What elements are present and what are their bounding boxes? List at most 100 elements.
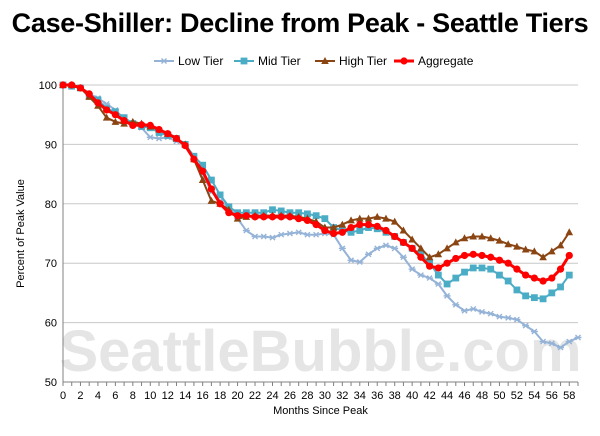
data-point-low-tier — [504, 314, 512, 321]
data-point-aggregate — [556, 265, 565, 273]
data-point-mid-tier — [216, 191, 224, 199]
marker-stroke — [252, 233, 259, 240]
x-tick-label: 44 — [441, 390, 453, 402]
data-point-aggregate — [565, 251, 573, 260]
data-point-mid-tier — [530, 294, 538, 302]
data-point-low-tier — [312, 231, 320, 238]
data-point-high-tier — [486, 234, 495, 242]
data-point-low-tier — [513, 316, 521, 323]
x-tick-label: 6 — [112, 390, 118, 402]
x-tick-label: 2 — [77, 390, 83, 402]
data-point-aggregate — [321, 226, 329, 235]
marker-stroke — [548, 340, 555, 347]
x-tick-label: 20 — [231, 390, 243, 402]
marker-stroke — [487, 310, 494, 317]
data-point-aggregate — [233, 212, 242, 220]
data-point-low-tier — [382, 242, 390, 249]
x-tick-label: 38 — [389, 390, 401, 402]
legend-marker — [400, 57, 408, 65]
data-point-low-tier — [478, 308, 486, 315]
x-tick-label: 54 — [528, 390, 540, 402]
data-point-high-tier — [355, 214, 364, 222]
data-point-aggregate — [111, 111, 119, 119]
series-line-high-tier — [63, 84, 571, 259]
x-tick-label: 52 — [511, 390, 523, 402]
data-point-aggregate — [164, 130, 172, 138]
data-point-low-tier — [286, 230, 294, 237]
data-point-low-tier — [417, 272, 425, 279]
marker-stroke — [374, 245, 381, 252]
data-point-mid-tier — [522, 292, 530, 300]
data-point-high-tier — [338, 220, 347, 228]
x-tick-label: 4 — [95, 390, 101, 402]
data-point-high-tier — [373, 212, 382, 220]
data-point-low-tier — [373, 245, 381, 252]
x-tick-label: 14 — [179, 390, 191, 402]
data-point-aggregate — [172, 134, 181, 143]
data-point-high-tier — [425, 253, 434, 261]
marker-stroke — [260, 233, 267, 240]
legend-marker — [240, 57, 248, 65]
x-tick-label: 34 — [354, 390, 366, 402]
data-point-mid-tier — [565, 271, 573, 279]
data-point-mid-tier — [478, 264, 486, 272]
legend-item-aggregate: Aggregate — [394, 54, 474, 68]
data-point-low-tier — [356, 259, 364, 266]
series-layer — [59, 81, 582, 351]
data-point-high-tier — [513, 242, 521, 250]
data-point-low-tier — [391, 245, 399, 252]
data-point-aggregate — [155, 125, 163, 134]
data-point-mid-tier — [295, 209, 303, 217]
x-tick-label: 40 — [406, 390, 418, 402]
data-point-aggregate — [59, 81, 67, 89]
marker-stroke — [557, 344, 564, 351]
marker-stroke — [513, 316, 520, 323]
data-point-high-tier — [390, 217, 399, 225]
marker-stroke — [348, 257, 355, 264]
data-point-high-tier — [364, 214, 373, 222]
data-point-aggregate — [329, 229, 338, 238]
x-tick-label: 24 — [266, 390, 278, 402]
marker-stroke — [505, 314, 512, 321]
marker-stroke — [531, 328, 538, 335]
x-tick-label: 10 — [144, 390, 156, 402]
marker-stroke — [444, 292, 451, 299]
data-point-low-tier — [443, 292, 451, 299]
y-tick-label: 60 — [45, 318, 57, 330]
data-point-aggregate — [347, 223, 355, 232]
data-point-high-tier — [347, 216, 355, 224]
data-point-mid-tier — [496, 271, 503, 279]
y-tick-label: 90 — [45, 139, 57, 151]
data-point-high-tier — [207, 196, 216, 204]
legend-item-mid-tier: Mid Tier — [234, 54, 301, 68]
y-tick-label: 50 — [45, 377, 57, 389]
x-tick-label: 58 — [563, 390, 575, 402]
data-point-aggregate — [199, 167, 207, 175]
x-tick-label: 12 — [162, 390, 174, 402]
x-tick-label: 30 — [319, 390, 331, 402]
data-point-mid-tier — [504, 277, 512, 285]
data-point-mid-tier — [356, 227, 364, 234]
data-point-low-tier — [461, 307, 469, 314]
marker-stroke — [461, 307, 468, 314]
data-point-aggregate — [303, 216, 312, 225]
y-axis-title: Percent of Peak Value — [15, 179, 27, 288]
data-point-aggregate — [364, 220, 373, 229]
marker-stroke — [382, 242, 389, 249]
data-point-low-tier — [469, 305, 477, 312]
data-point-aggregate — [478, 251, 486, 260]
data-point-aggregate — [548, 274, 556, 282]
data-point-low-tier — [303, 231, 311, 238]
data-point-high-tier — [460, 234, 469, 242]
data-point-mid-tier — [434, 271, 442, 279]
marker-stroke — [478, 308, 485, 315]
data-point-high-tier — [539, 253, 547, 261]
data-point-aggregate — [443, 259, 451, 267]
data-point-high-tier — [469, 232, 478, 240]
data-point-high-tier — [530, 247, 539, 255]
y-tick-label: 70 — [45, 258, 57, 270]
marker-stroke — [417, 272, 424, 279]
data-point-aggregate — [225, 209, 233, 217]
data-point-aggregate — [103, 106, 111, 114]
data-point-low-tier — [495, 313, 503, 320]
